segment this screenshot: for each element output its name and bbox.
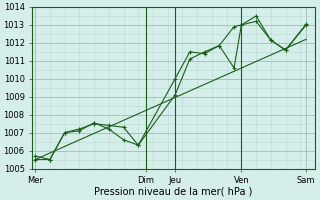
X-axis label: Pression niveau de la mer( hPa ): Pression niveau de la mer( hPa ): [94, 187, 253, 197]
